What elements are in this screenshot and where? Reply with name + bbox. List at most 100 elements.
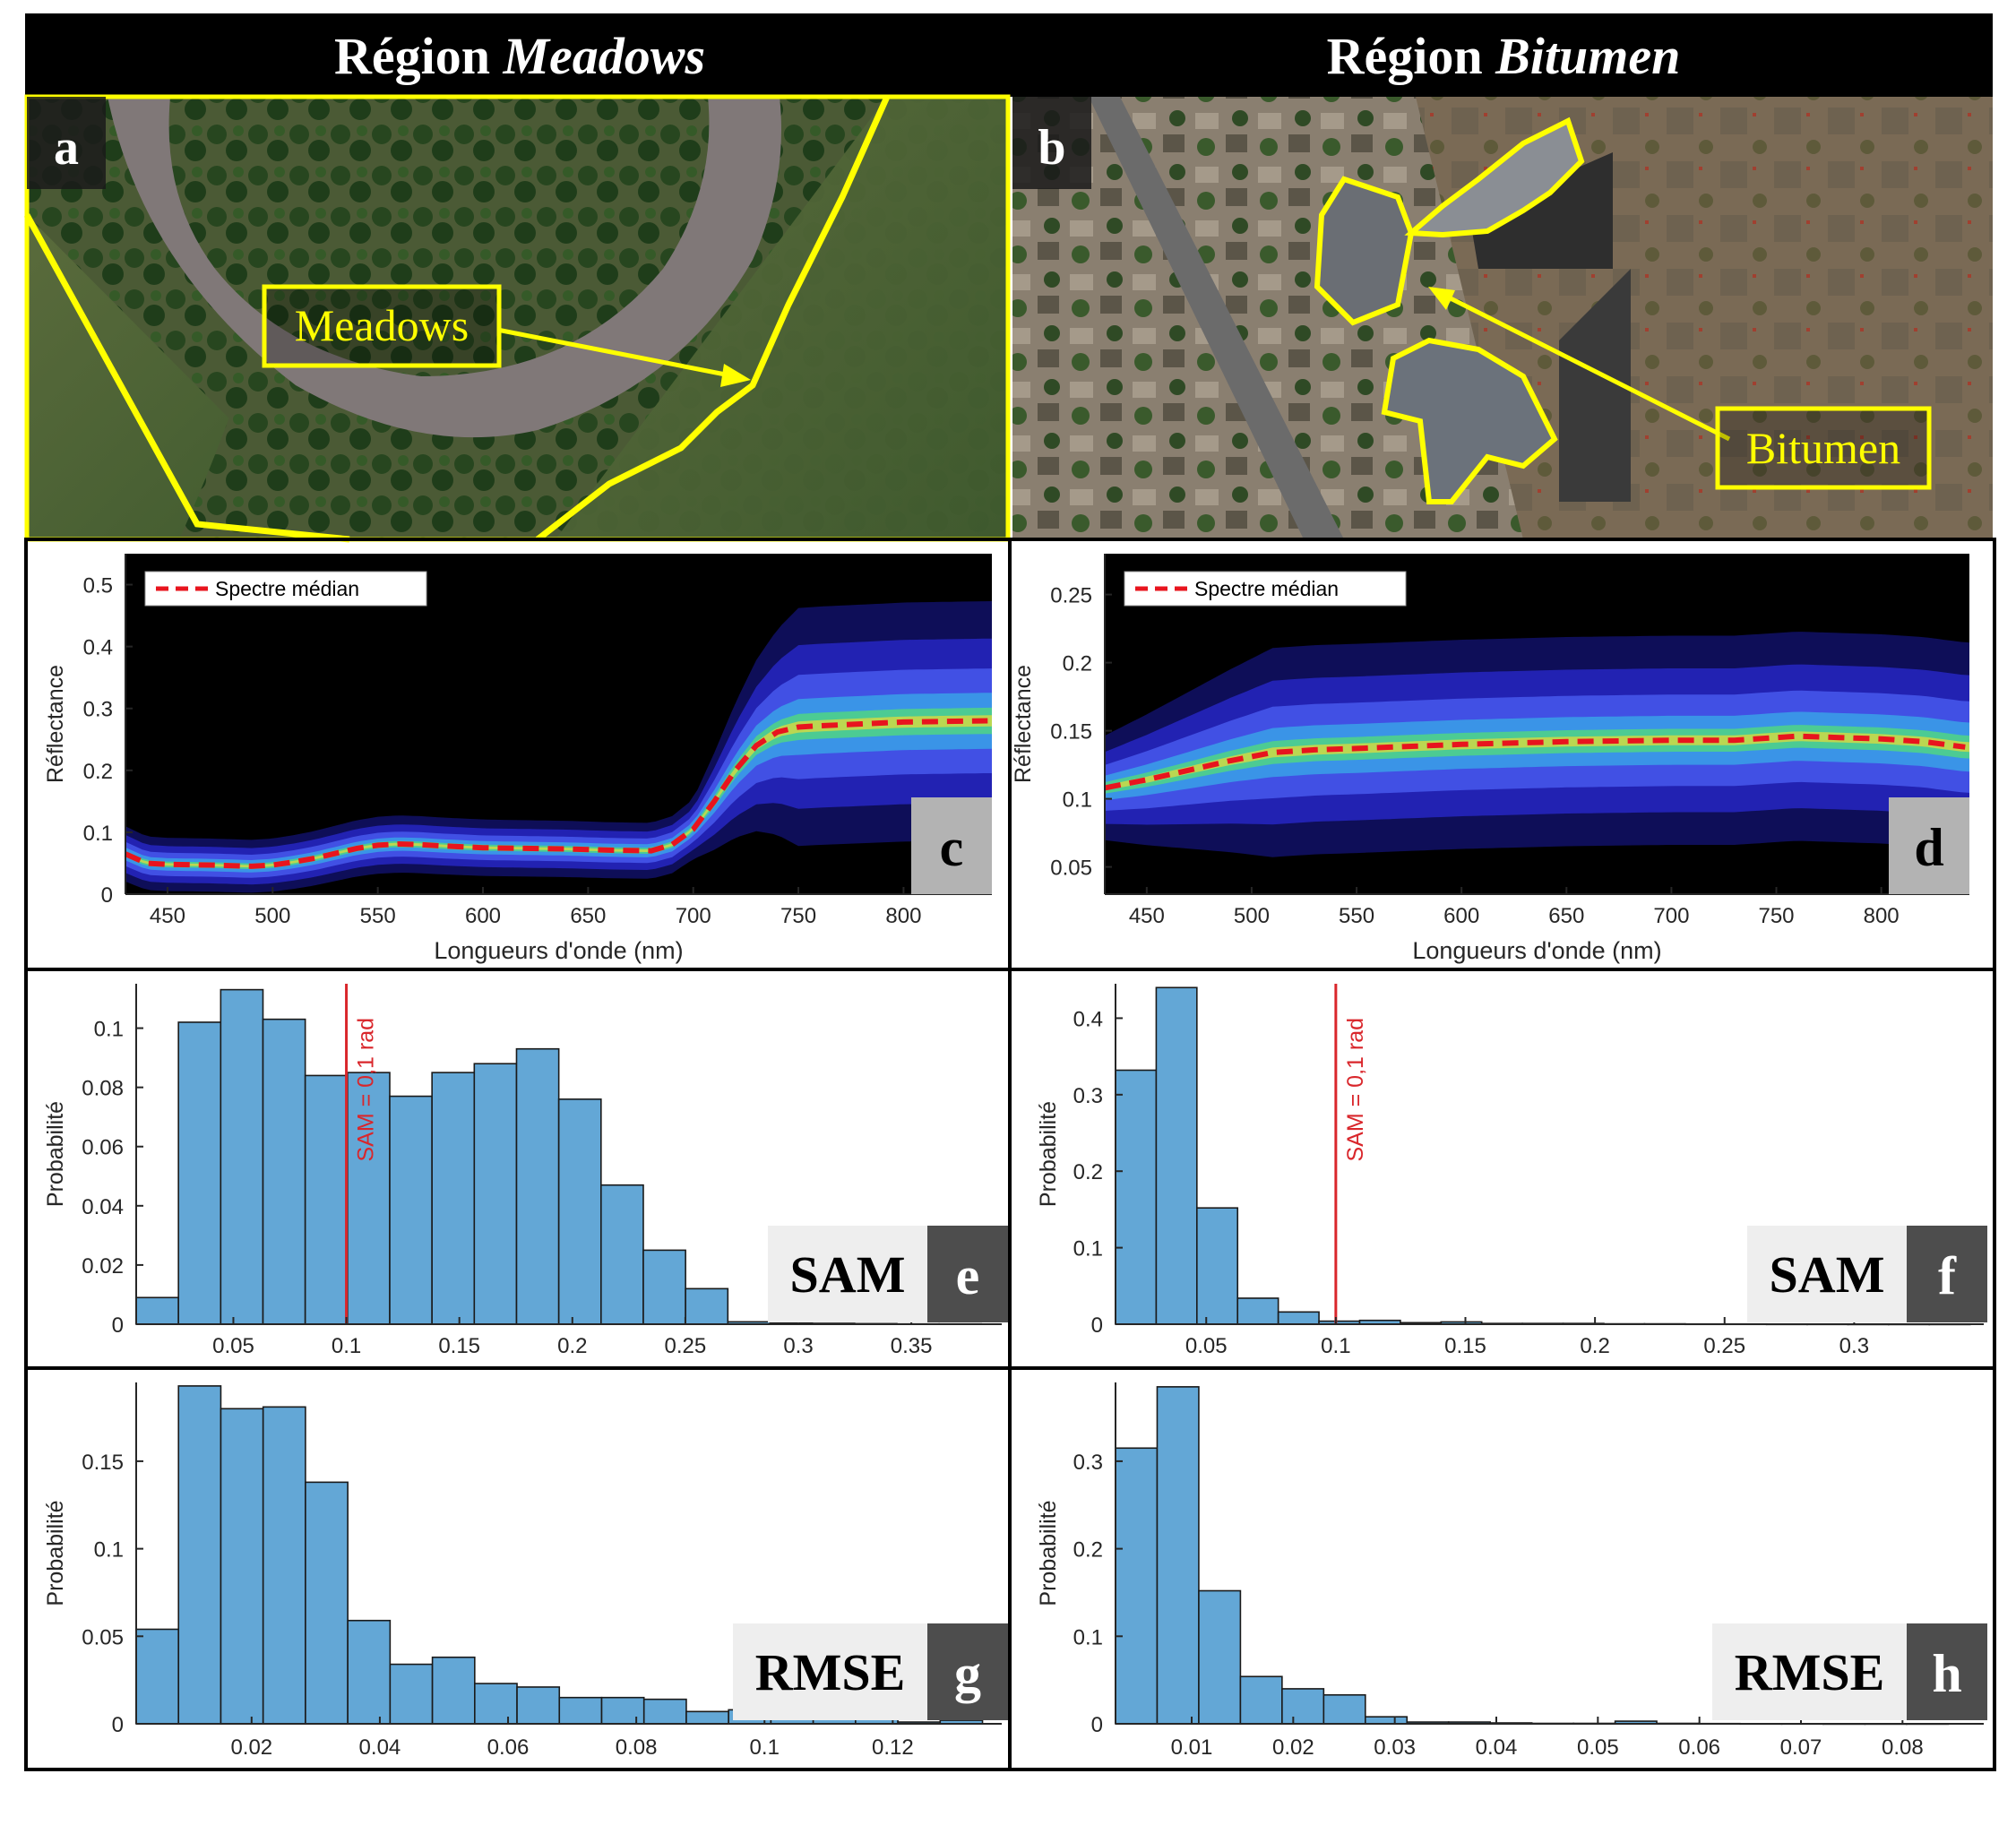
- histogram-bar: [642, 1249, 686, 1325]
- x-tick-label: 0.04: [1476, 1735, 1518, 1760]
- x-tick-label: 600: [465, 904, 501, 928]
- y-tick-label: 0: [112, 1313, 124, 1338]
- x-tick-label: 0.1: [750, 1735, 780, 1760]
- y-axis-label: Probabilité: [43, 1101, 68, 1207]
- histogram-bar: [389, 1095, 433, 1325]
- y-tick-label: 0.02: [82, 1254, 124, 1279]
- x-tick-label: 0.06: [1678, 1735, 1720, 1760]
- histogram-bar: [600, 1184, 644, 1325]
- x-tick-label: 0.06: [487, 1735, 530, 1760]
- median-spectrum-line: [1104, 733, 1966, 791]
- threshold-label: SAM = 0,1 rad: [1343, 1018, 1368, 1162]
- panel-c-spectra-meadows: Spectre médian 0 0.1 0.2 0.3 0.4 0.5 450 500 550 6…: [43, 554, 992, 964]
- y-tick-label: 0.1: [94, 1538, 124, 1563]
- x-tick-label: 700: [676, 904, 711, 928]
- histogram-bar: [347, 1619, 392, 1725]
- y-tick-label: 0: [101, 883, 113, 908]
- y-tick-label: 0: [112, 1713, 124, 1737]
- y-tick-label: 0.2: [83, 760, 113, 784]
- histogram-bar: [1155, 986, 1198, 1325]
- x-tick-label: 800: [1864, 904, 1900, 928]
- panel-letter-box: [927, 1226, 1008, 1322]
- metric-tag-box: [768, 1226, 927, 1322]
- histogram-bar: [220, 988, 264, 1325]
- x-tick-label: 0.04: [359, 1735, 401, 1760]
- legend-box: [144, 571, 427, 607]
- histogram-bar: [557, 1098, 602, 1325]
- density-band: [1105, 731, 1969, 791]
- x-tick-label: 0.2: [557, 1334, 587, 1358]
- histogram-bar: [515, 1047, 560, 1325]
- x-tick-label: 0.01: [1171, 1735, 1213, 1760]
- x-tick-label: 0.08: [616, 1735, 658, 1760]
- threshold-label: SAM = 0,1 rad: [354, 1018, 379, 1162]
- y-tick-label: 0.3: [1073, 1451, 1103, 1475]
- histogram-bar: [685, 1287, 729, 1325]
- histogram-bar: [220, 1408, 264, 1725]
- x-tick-label: 0.05: [1577, 1735, 1619, 1760]
- histogram-bar: [431, 1072, 476, 1325]
- y-tick-label: 0.2: [1073, 1160, 1103, 1184]
- x-tick-label: 0.03: [1374, 1735, 1416, 1760]
- x-tick-label: 750: [1758, 904, 1794, 928]
- y-tick-label: 0.04: [82, 1195, 124, 1219]
- histogram-bar: [1365, 1716, 1409, 1725]
- y-tick-label: 0.25: [1050, 584, 1092, 608]
- x-tick-label: 650: [570, 904, 606, 928]
- legend-label: Spectre médian: [1194, 577, 1339, 600]
- histogram-bar: [600, 1696, 645, 1725]
- panel-frames: [24, 538, 1996, 1771]
- legend-box: [1124, 571, 1407, 607]
- histogram-bar: [1115, 1069, 1158, 1325]
- x-tick-label: 0.05: [212, 1334, 254, 1358]
- y-tick-label: 0.4: [83, 636, 113, 660]
- meadows-label: Meadows: [295, 300, 469, 350]
- x-tick-label: 0.35: [891, 1334, 933, 1358]
- panel-letter-d: d: [1914, 818, 1943, 877]
- x-tick-label: 0.15: [438, 1334, 480, 1358]
- histogram-bar: [135, 1628, 180, 1725]
- panel-f-sam-histogram-bitumen: SAM = 0,1 rad 0 0.1 0.2 0.3 0.4 0.05 0.1 0.15 0.2…: [1036, 984, 1987, 1358]
- metric-tag-sam: SAM: [1770, 1245, 1885, 1304]
- histogram-bar: [1322, 1693, 1366, 1725]
- x-tick-label: 600: [1443, 904, 1479, 928]
- x-tick-label: 0.1: [1321, 1334, 1350, 1358]
- x-tick-label: 450: [150, 904, 185, 928]
- x-tick-label: 0.08: [1882, 1735, 1924, 1760]
- bitumen-label: Bitumen: [1746, 423, 1900, 473]
- x-tick-label: 0.07: [1780, 1735, 1822, 1760]
- y-axis-label: Probabilité: [1036, 1500, 1061, 1606]
- panel-letter-e: e: [956, 1246, 980, 1305]
- panel-letter-a: a: [54, 120, 79, 176]
- x-tick-label: 0.02: [1272, 1735, 1314, 1760]
- metric-tag-box: [1747, 1226, 1907, 1322]
- y-tick-label: 0: [1091, 1313, 1103, 1338]
- x-tick-label: 450: [1129, 904, 1165, 928]
- histogram-bar: [1196, 1207, 1239, 1325]
- y-tick-label: 0.5: [83, 574, 113, 598]
- histogram-bar: [685, 1710, 729, 1725]
- metric-tag-rmse: RMSE: [1735, 1643, 1885, 1701]
- y-axis-label: Probabilité: [1036, 1101, 1061, 1207]
- histogram-bar: [1239, 1675, 1283, 1725]
- legend-label: Spectre médian: [215, 577, 359, 600]
- histogram-bar: [558, 1696, 603, 1725]
- panel-d-spectra-bitumen: Spectre médian 0.05 0.1 0.15 0.2 0.25 450 500 55…: [1011, 554, 1969, 964]
- histogram-bar: [177, 1021, 222, 1325]
- panel-b-image: Bitumen b: [1012, 97, 1993, 539]
- metric-tag-box: [1712, 1623, 1907, 1720]
- x-tick-label: 500: [1234, 904, 1270, 928]
- histogram-bar: [262, 1018, 306, 1325]
- panel-letter-box: [1889, 797, 1969, 894]
- x-tick-label: 550: [1339, 904, 1374, 928]
- x-tick-label: 0.25: [665, 1334, 707, 1358]
- y-axis-label: Probabilité: [43, 1500, 68, 1606]
- histogram-bar: [1281, 1688, 1325, 1725]
- panel-letter-box: [1907, 1226, 1987, 1322]
- x-tick-label: 0.3: [783, 1334, 813, 1358]
- panel-letter-f: f: [1938, 1246, 1957, 1305]
- panel-e-sam-histogram-meadows: SAM = 0,1 rad 0 0.02 0.04 0.06 0.08 0.1 0.05 0.1…: [43, 984, 1008, 1358]
- x-tick-label: 650: [1548, 904, 1584, 928]
- metric-tag-sam: SAM: [790, 1245, 906, 1304]
- histogram-bar: [1156, 1386, 1200, 1725]
